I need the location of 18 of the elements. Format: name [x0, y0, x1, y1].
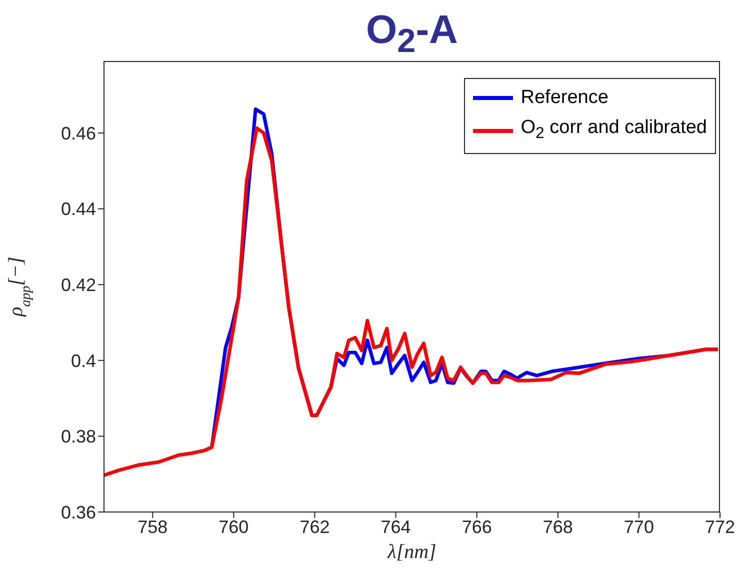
x-tick-label: 772 — [704, 516, 736, 537]
x-axis-title: λ[nm] — [386, 541, 436, 563]
x-tick-label: 766 — [462, 516, 492, 537]
x-tick-label: 768 — [542, 516, 573, 537]
x-tick-label: 760 — [218, 516, 249, 537]
x-tick-label: 764 — [380, 516, 411, 537]
legend-label: O$_{2}$ corr and calibrated — [520, 117, 707, 142]
y-tick-label: 0.46 — [60, 123, 96, 144]
legend-label: Reference — [520, 87, 608, 108]
y-tick-label: 0.4 — [70, 350, 96, 371]
x-tick-label: 758 — [138, 516, 168, 537]
x-tick-label: 770 — [624, 516, 654, 537]
y-tick-label: 0.38 — [60, 426, 96, 447]
y-tick-label: 0.36 — [60, 502, 96, 522]
x-tick-label: 762 — [300, 516, 330, 537]
y-tick-label: 0.42 — [60, 274, 96, 295]
y-tick-label: 0.44 — [60, 199, 96, 220]
chart-title: O$_{2}$-A — [366, 8, 458, 60]
